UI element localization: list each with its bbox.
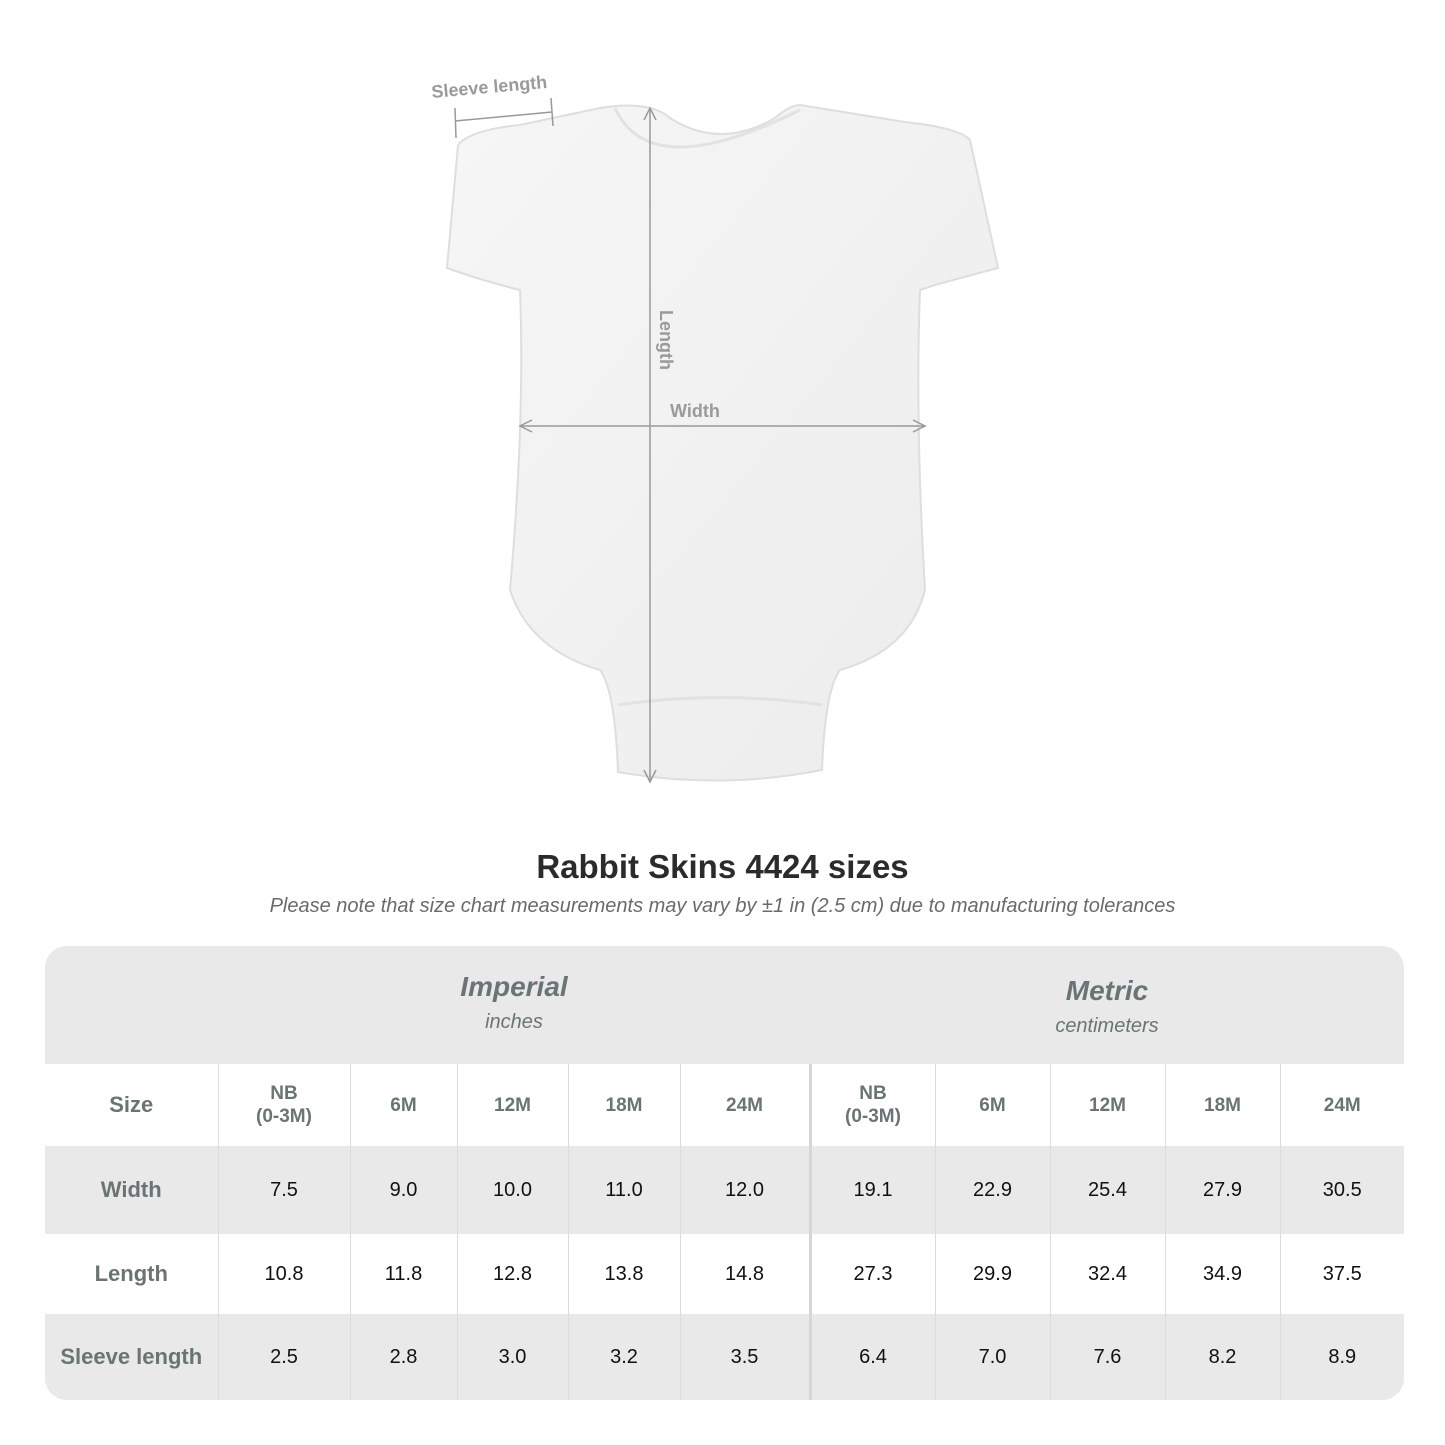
metric-header: Metric centimeters (810, 946, 1404, 1093)
metric-title: Metric (1065, 975, 1149, 1006)
imperial-value: 9.0 (349, 1146, 457, 1234)
metric-size-header: 6M (934, 1064, 1050, 1146)
imperial-value: 2.5 (217, 1314, 350, 1400)
metric-size-header: NB (0-3M) (808, 1064, 935, 1146)
metric-value: 25.4 (1049, 1146, 1165, 1234)
size-table: Size NB (0-3M) 6M 12M 18M 24M NB (0-3M) 6M 12M 18M 2… (45, 1064, 1404, 1400)
imperial-value: 11.8 (349, 1234, 457, 1314)
imperial-value: 14.8 (679, 1234, 810, 1314)
table-row: Sleeve length 2.5 2.8 3.0 3.2 3.5 6.4 7.0 7.6 8.2… (45, 1314, 1404, 1400)
metric-value: 27.9 (1164, 1146, 1280, 1234)
imperial-unit: inches (485, 1011, 543, 1033)
metric-value: 34.9 (1164, 1234, 1280, 1314)
imperial-value: 12.0 (679, 1146, 810, 1234)
table-row: Length 10.8 11.8 12.8 13.8 14.8 27.3 29.9 32.4 34… (45, 1234, 1404, 1314)
chart-title: Rabbit Skins 4424 sizes (536, 848, 909, 885)
metric-size-header: 24M (1279, 1064, 1404, 1146)
imperial-value: 3.5 (679, 1314, 810, 1400)
imperial-title: Imperial (460, 971, 568, 1002)
metric-value: 7.6 (1049, 1314, 1165, 1400)
chart-subtitle: Please note that size chart measurements… (269, 895, 1176, 917)
metric-size-header: 18M (1164, 1064, 1280, 1146)
size-label: Size (45, 1064, 218, 1146)
metric-value: 32.4 (1049, 1234, 1165, 1314)
metric-value: 27.3 (808, 1234, 935, 1314)
imperial-value: 10.8 (217, 1234, 350, 1314)
metric-unit: centimeters (1055, 1015, 1159, 1037)
imperial-size-header: NB (0-3M) (217, 1064, 350, 1146)
metric-value: 8.2 (1164, 1314, 1280, 1400)
imperial-size-header: 12M (456, 1064, 568, 1146)
sleeve-length-label: Sleeve length (431, 72, 548, 102)
imperial-value: 10.0 (456, 1146, 568, 1234)
imperial-value: 3.0 (456, 1314, 568, 1400)
imperial-value: 3.2 (567, 1314, 680, 1400)
imperial-size-header: 18M (567, 1064, 680, 1146)
table-row: Width 7.5 9.0 10.0 11.0 12.0 19.1 22.9 25.4 27.9 3… (45, 1146, 1404, 1234)
imperial-value: 13.8 (567, 1234, 680, 1314)
imperial-size-header: 24M (679, 1064, 810, 1146)
metric-value: 6.4 (808, 1314, 935, 1400)
imperial-value: 12.8 (456, 1234, 568, 1314)
size-header-row: Size NB (0-3M) 6M 12M 18M 24M NB (0-3M) 6M 12M 18M 2… (45, 1064, 1404, 1146)
bodysuit-diagram: Sleeve length Length Width (431, 72, 1000, 784)
metric-value: 29.9 (934, 1234, 1050, 1314)
size-chart: Imperial inches Metric centimeters Size N… (45, 946, 1404, 1400)
imperial-value: 11.0 (567, 1146, 680, 1234)
imperial-value: 7.5 (217, 1146, 350, 1234)
sleeve-measure-line (454, 111, 553, 122)
imperial-size-header: 6M (349, 1064, 457, 1146)
metric-value: 30.5 (1279, 1146, 1404, 1234)
row-label: Width (45, 1146, 218, 1234)
bodysuit-image (445, 103, 1000, 782)
metric-value: 19.1 (808, 1146, 935, 1234)
metric-value: 8.9 (1279, 1314, 1404, 1400)
metric-value: 37.5 (1279, 1234, 1404, 1314)
width-label: Width (670, 401, 720, 421)
row-label: Length (45, 1234, 218, 1314)
row-label: Sleeve length (45, 1314, 218, 1400)
imperial-header: Imperial inches (218, 946, 810, 1089)
imperial-value: 2.8 (349, 1314, 457, 1400)
metric-value: 22.9 (934, 1146, 1050, 1234)
metric-value: 7.0 (934, 1314, 1050, 1400)
metric-size-header: 12M (1049, 1064, 1165, 1146)
length-label: Length (656, 310, 676, 370)
